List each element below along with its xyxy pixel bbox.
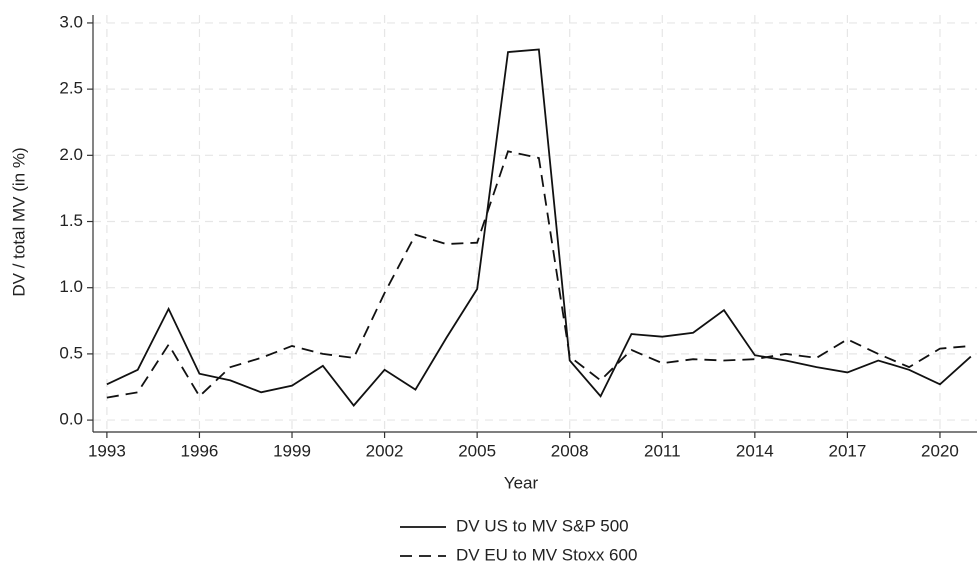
series-line (106, 150, 971, 399)
y-tick-label: 1.5 (59, 211, 83, 230)
x-axis-label: Year (504, 473, 539, 492)
series-line (106, 48, 972, 407)
x-tick-label: 2011 (644, 441, 681, 460)
x-tick-label: 2008 (551, 441, 589, 460)
x-tick-label: 1993 (88, 441, 126, 460)
y-tick-label: 0.5 (59, 343, 83, 362)
x-tick-label: 2005 (458, 441, 496, 460)
x-tick-label: 2020 (921, 441, 959, 460)
legend-label: DV EU to MV Stoxx 600 (456, 545, 637, 564)
x-tick-label: 1996 (181, 441, 219, 460)
y-tick-label: 2.0 (59, 145, 83, 164)
x-tick-label: 2014 (736, 441, 774, 460)
x-tick-label: 1999 (273, 441, 311, 460)
y-axis-label: DV / total MV (in %) (9, 147, 28, 296)
y-tick-label: 0.0 (59, 410, 83, 429)
x-tick-label: 2017 (828, 441, 866, 460)
y-tick-label: 2.5 (59, 79, 83, 98)
legend-label: DV US to MV S&P 500 (456, 516, 629, 535)
x-tick-label: 2002 (366, 441, 404, 460)
y-tick-label: 1.0 (59, 277, 83, 296)
y-tick-label: 3.0 (59, 12, 83, 31)
